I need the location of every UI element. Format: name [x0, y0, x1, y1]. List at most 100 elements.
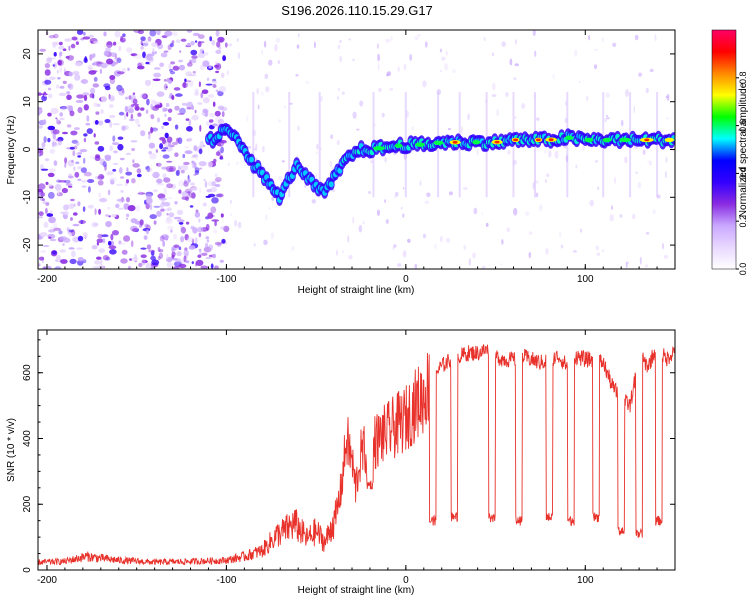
spectrogram-speckle: [104, 85, 111, 91]
colorbar-tick-label: 0.6: [738, 119, 748, 132]
spectrogram-speckle: [118, 111, 125, 116]
spectrogram-speckle: [117, 198, 126, 203]
spectrogram-speckle: [609, 214, 614, 222]
spectrogram-speckle: [98, 61, 104, 65]
spectrogram-speckle: [212, 84, 217, 88]
spectrogram-speckle: [38, 216, 44, 219]
spectrogram-speckle: [381, 112, 385, 118]
spectrogram-speckle: [126, 112, 129, 117]
spectrogram-speckle: [205, 242, 209, 248]
spectrogram-speckle: [169, 71, 176, 75]
spectrogram-speckle: [663, 254, 669, 259]
spectrogram-speckle: [72, 150, 76, 157]
spectrogram-speckle: [186, 30, 193, 33]
spectrogram-speckle: [182, 153, 186, 159]
spectrogram-speckle: [262, 145, 265, 153]
spectrogram-speckle: [150, 266, 154, 269]
spectrogram-speckle: [597, 186, 600, 190]
spectrogram-speckle: [199, 48, 204, 54]
spectrogram-speckle: [77, 107, 83, 114]
spectrogram-speckle: [665, 156, 668, 163]
spectrogram-speckle: [389, 88, 394, 91]
spectrogram-speckle: [169, 68, 173, 72]
spectrogram-speckle: [130, 240, 134, 248]
y-tick-label: 600: [22, 364, 33, 381]
spectrogram-speckle: [348, 254, 353, 260]
spectrogram-speckle: [666, 117, 670, 120]
spectrogram-speckle: [157, 255, 161, 261]
spectrogram-speckle: [228, 43, 233, 47]
spectrogram-speckle: [199, 124, 202, 132]
spectrogram-speckle: [158, 249, 164, 253]
spectrogram-speckle: [237, 52, 241, 60]
spectrogram-speckle: [88, 34, 95, 38]
spectrogram-speckle: [77, 166, 82, 170]
spectrogram-speckle: [48, 216, 56, 224]
spectrogram-speckle: [654, 34, 657, 41]
spectrogram-speckle: [215, 49, 222, 55]
spectrogram-speckle: [148, 142, 156, 149]
spectrogram-speckle: [68, 45, 71, 51]
spectrogram-speckle: [99, 197, 108, 203]
spectrogram-speckle: [47, 172, 55, 178]
spectrogram-speckle: [140, 40, 143, 46]
spectrogram-speckle: [411, 126, 415, 131]
spectrogram-speckle: [68, 175, 74, 179]
spectrogram-speckle: [150, 126, 154, 134]
spectrogram-speckle: [336, 139, 340, 146]
spectrogram-speckle: [580, 228, 583, 233]
spectrogram-speckle: [191, 160, 195, 164]
spectrogram-speckle: [48, 236, 52, 239]
spectrogram-speckle: [500, 263, 503, 266]
spectrogram-speckle: [146, 244, 152, 250]
spectrogram-speckle: [152, 172, 155, 176]
spectrogram-speckle: [149, 214, 157, 220]
spectrogram-speckle: [545, 173, 550, 178]
spectrogram-speckle: [106, 171, 114, 176]
spectrogram-speckle: [125, 171, 133, 176]
spectrogram-speckle: [191, 55, 198, 59]
spectrogram-speckle: [77, 257, 84, 262]
spectrogram-hotspot: [433, 140, 444, 145]
spectrogram-speckle: [176, 251, 182, 257]
spectrogram-speckle: [151, 259, 160, 266]
spectrogram-speckle: [126, 197, 130, 203]
spectrogram-speckle: [441, 56, 446, 61]
spectrogram-speckle: [203, 97, 210, 104]
spectrogram-speckle: [39, 48, 47, 52]
spectrogram-speckle: [168, 197, 172, 200]
spectrogram-speckle: [94, 176, 100, 179]
spectrogram-speckle: [207, 212, 214, 219]
spectrogram-speckle: [108, 94, 111, 100]
spectrogram-speckle: [153, 220, 157, 225]
spectrogram-speckle: [47, 137, 51, 143]
spectrogram-speckle: [212, 101, 216, 107]
spectrogram-speckle: [652, 209, 656, 215]
spectrogram-speckle: [275, 37, 281, 44]
spectrogram-speckle: [76, 94, 85, 99]
spectrogram-speckle: [297, 33, 300, 38]
spectrogram-speckle: [178, 189, 182, 194]
spectrogram-speckle: [108, 95, 115, 102]
spectrogram-speckle: [140, 36, 146, 42]
spectrogram-speckle: [596, 252, 600, 256]
spectrogram-speckle: [185, 260, 190, 264]
spectrogram-speckle: [463, 244, 467, 250]
spectrogram-speckle: [70, 217, 73, 221]
spectrogram-speckle: [316, 143, 319, 150]
spectrogram-speckle: [246, 115, 249, 122]
spectrogram-speckle: [162, 147, 169, 150]
spectrogram-speckle: [98, 120, 104, 126]
spectrogram-speckle: [483, 36, 486, 42]
spectrogram-speckle: [179, 107, 186, 115]
spectrogram-streak: [288, 92, 291, 198]
spectrogram-speckle: [65, 105, 73, 110]
spectrogram-speckle: [156, 91, 165, 97]
spectrogram-speckle: [168, 63, 172, 69]
spectrogram-speckle: [514, 39, 518, 45]
spectrogram-speckle: [105, 221, 112, 228]
spectrogram-speckle: [208, 65, 212, 69]
spectrogram-speckle: [77, 235, 84, 242]
spectrogram-speckle: [167, 167, 175, 172]
spectrogram-speckle: [175, 137, 180, 143]
